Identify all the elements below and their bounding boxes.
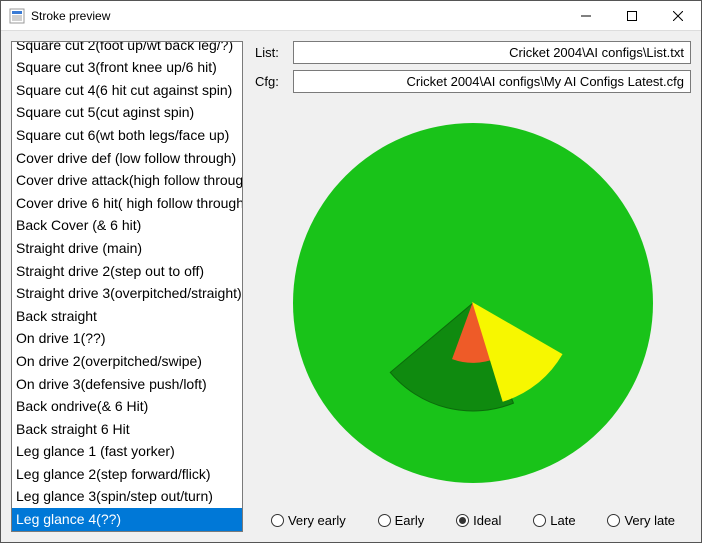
minimize-button[interactable] xyxy=(563,1,609,31)
list-item[interactable]: Square cut 2(foot up/wt back leg/?) xyxy=(12,42,242,56)
cfg-path-input[interactable] xyxy=(293,70,691,93)
timing-radio-ideal[interactable]: Ideal xyxy=(456,513,501,528)
radio-label: Late xyxy=(550,513,575,528)
radio-icon xyxy=(271,514,284,527)
app-icon xyxy=(9,8,25,24)
list-item[interactable]: Back ondrive(& 6 Hit) xyxy=(12,395,242,418)
cfg-field-row: Cfg: xyxy=(255,70,691,93)
list-item[interactable]: Straight drive 2(step out to off) xyxy=(12,260,242,283)
list-item[interactable]: On drive 3(defensive push/loft) xyxy=(12,373,242,396)
radio-icon xyxy=(607,514,620,527)
list-item[interactable]: Cover drive 6 hit( high follow through) xyxy=(12,192,242,215)
list-path-input[interactable] xyxy=(293,41,691,64)
radio-icon xyxy=(456,514,469,527)
list-item[interactable]: On drive 2(overpitched/swipe) xyxy=(12,350,242,373)
list-item[interactable]: Square cut 6(wt both legs/face up) xyxy=(12,124,242,147)
stroke-chart xyxy=(255,99,691,507)
list-item[interactable]: Back straight 6 Hit xyxy=(12,418,242,441)
list-item[interactable]: Square cut 4(6 hit cut against spin) xyxy=(12,79,242,102)
radio-icon xyxy=(533,514,546,527)
list-item[interactable]: Straight drive (main) xyxy=(12,237,242,260)
right-pane: List: Cfg: Very earlyEarlyIdealLateVery … xyxy=(255,41,691,532)
timing-radio-very-late[interactable]: Very late xyxy=(607,513,675,528)
list-item[interactable]: Square cut 5(cut aginst spin) xyxy=(12,101,242,124)
client-area: Square cut 1Square cut 2(foot up/wt back… xyxy=(1,31,701,542)
radio-label: Early xyxy=(395,513,425,528)
list-item[interactable]: Back Cover (& 6 hit) xyxy=(12,214,242,237)
radio-label: Ideal xyxy=(473,513,501,528)
list-item[interactable]: Cover drive attack(high follow through) xyxy=(12,169,242,192)
titlebar: Stroke preview xyxy=(1,1,701,31)
list-label: List: xyxy=(255,45,285,60)
window-controls xyxy=(563,1,701,30)
cfg-label: Cfg: xyxy=(255,74,285,89)
timing-radio-very-early[interactable]: Very early xyxy=(271,513,346,528)
list-item[interactable]: Back straight xyxy=(12,305,242,328)
stroke-listbox[interactable]: Square cut 1Square cut 2(foot up/wt back… xyxy=(11,41,243,532)
radio-label: Very early xyxy=(288,513,346,528)
timing-radio-late[interactable]: Late xyxy=(533,513,575,528)
close-button[interactable] xyxy=(655,1,701,31)
list-item[interactable]: Straight drive 3(overpitched/straight) xyxy=(12,282,242,305)
list-item[interactable]: Leg glance 2(step forward/flick) xyxy=(12,463,242,486)
list-item[interactable]: Leg glance 1 (fast yorker) xyxy=(12,440,242,463)
list-item[interactable]: Leg glance 3(spin/step out/turn) xyxy=(12,485,242,508)
radio-icon xyxy=(378,514,391,527)
radio-label: Very late xyxy=(624,513,675,528)
timing-radio-early[interactable]: Early xyxy=(378,513,425,528)
list-item[interactable]: Square cut 3(front knee up/6 hit) xyxy=(12,56,242,79)
list-item[interactable]: Leg glance 4(??) xyxy=(12,508,242,531)
list-item[interactable]: On drive 1(??) xyxy=(12,327,242,350)
list-field-row: List: xyxy=(255,41,691,64)
list-item[interactable]: Cover drive def (low follow through) xyxy=(12,147,242,170)
maximize-button[interactable] xyxy=(609,1,655,31)
timing-radio-group: Very early Early Ideal Late Very late xyxy=(255,507,691,532)
window-title: Stroke preview xyxy=(31,9,563,23)
